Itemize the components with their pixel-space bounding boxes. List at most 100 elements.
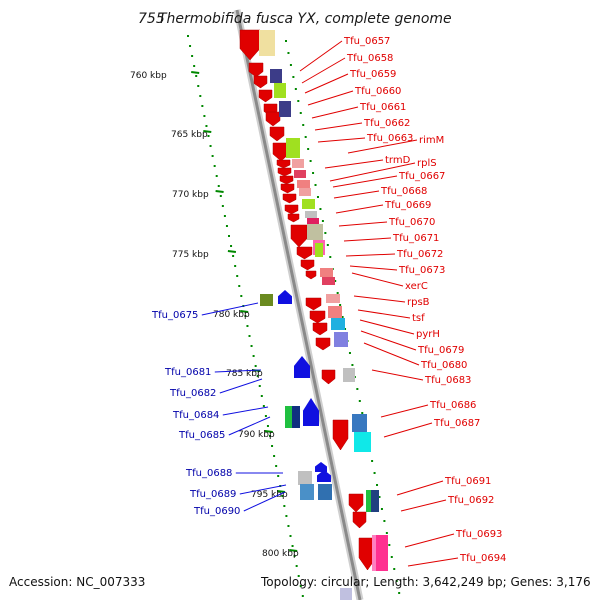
forward-gene-label: Tfu_0693 [455, 529, 502, 540]
forward-gene-arrow [248, 62, 264, 78]
outer-dot [348, 352, 351, 354]
scale-dot [256, 375, 259, 377]
forward-leader-line [317, 137, 366, 143]
accession-text: Accession: NC_007333 [9, 575, 145, 589]
outer-dot [373, 472, 376, 474]
gene-block [285, 406, 293, 428]
scale-tick [264, 430, 273, 433]
forward-leader-line [383, 422, 433, 438]
reverse-gene-label: Tfu_0689 [189, 489, 236, 500]
forward-leader-line [307, 90, 354, 106]
scale-dot [211, 155, 214, 157]
gene-block [294, 170, 306, 178]
forward-leader-line [396, 480, 444, 496]
reverse-gene-label: Tfu_0684 [172, 410, 219, 421]
forward-gene-arrow [296, 246, 313, 260]
scale-dot [301, 595, 304, 597]
outer-dot [336, 292, 339, 294]
outer-dot [319, 208, 322, 210]
forward-gene-label: Tfu_0687 [433, 418, 480, 429]
reverse-leader-line [239, 484, 287, 495]
gene-block [320, 268, 333, 277]
scale-dot [297, 575, 300, 577]
forward-leader-line [404, 533, 455, 548]
forward-gene-arrow [352, 511, 367, 529]
gene-block [343, 368, 355, 382]
forward-gene-arrow [279, 175, 294, 185]
outer-dot [390, 556, 393, 558]
outer-dot [287, 52, 290, 54]
gene-block [302, 199, 315, 209]
forward-gene-arrow [305, 270, 317, 280]
forward-gene-arrow [305, 297, 322, 311]
forward-gene-label: Tfu_0669 [384, 200, 431, 211]
forward-gene-label: rpsB [407, 297, 430, 308]
scale-ruler: 760 kbp 765 kbp 770 kbp 775 kbp 780 kbp 785 k… [130, 35, 304, 597]
outer-dot [312, 172, 315, 174]
scale-dot [271, 445, 274, 447]
gene-block [318, 484, 332, 500]
forward-gene-arrow [265, 111, 281, 127]
scale-dot [215, 175, 218, 177]
forward-gene-label: Tfu_0686 [429, 400, 476, 411]
reverse-gene-label: Tfu_0675 [151, 310, 198, 321]
forward-leader-line [360, 330, 417, 351]
scale-dot [277, 475, 280, 477]
outer-dot [299, 112, 302, 114]
outer-dot [285, 40, 287, 42]
forward-gene-arrow [321, 369, 336, 385]
scale-dot [230, 245, 233, 247]
forward-gene-label: tsf [412, 313, 425, 324]
outer-dot [304, 136, 307, 138]
forward-gene-arrow [253, 75, 268, 89]
outer-dot [393, 568, 396, 570]
forward-leader-line [329, 162, 416, 182]
outer-dot [388, 544, 391, 546]
forward-gene-arrow [269, 126, 285, 142]
reverse-leader-line [201, 302, 259, 316]
forward-gene-label: Tfu_0694 [459, 553, 506, 564]
scale-dot [260, 395, 263, 397]
reverse-leader-line [243, 491, 286, 512]
label-leader-lines [201, 40, 459, 567]
scale-dot [217, 185, 220, 187]
scale-dot [285, 515, 288, 517]
gene-block [334, 332, 348, 347]
scale-dot [240, 295, 243, 297]
scale-tick [276, 490, 286, 493]
scale-dot [266, 425, 269, 427]
gene-block [286, 138, 300, 158]
scale-tick-label: 780 kbp [213, 310, 250, 320]
gene-block [352, 414, 367, 432]
scale-dot [291, 545, 294, 547]
forward-gene-label: Tfu_0671 [392, 233, 439, 244]
forward-gene-label: trmD [385, 155, 411, 166]
scale-dot [189, 45, 192, 47]
outer-dot [302, 124, 305, 126]
outer-dot [297, 100, 300, 102]
forward-gene-label: rplS [417, 158, 437, 169]
outer-dot [292, 76, 295, 78]
outer-dot [395, 580, 398, 582]
forward-gene-label: Tfu_0659 [349, 69, 396, 80]
forward-leader-line [353, 295, 406, 303]
forward-gene-arrow [277, 167, 292, 177]
forward-gene-label: Tfu_0667 [398, 171, 445, 182]
scale-tick [203, 130, 212, 133]
forward-gene-label: Tfu_0672 [396, 249, 443, 260]
gene-features [239, 29, 388, 600]
scale-tick-label: 775 kbp [172, 250, 209, 260]
forward-leader-line [351, 272, 404, 287]
forward-leader-line [343, 237, 392, 242]
reverse-gene-label: Tfu_0681 [164, 367, 211, 378]
outer-dot [307, 148, 310, 150]
gene-block [298, 471, 312, 485]
scale-dot [252, 355, 255, 357]
scale-dot [248, 335, 251, 337]
gene-block [376, 535, 388, 571]
forward-leader-line [380, 404, 429, 418]
scale-dot [264, 415, 267, 417]
gene-block [366, 490, 372, 512]
forward-leader-line [407, 557, 459, 567]
